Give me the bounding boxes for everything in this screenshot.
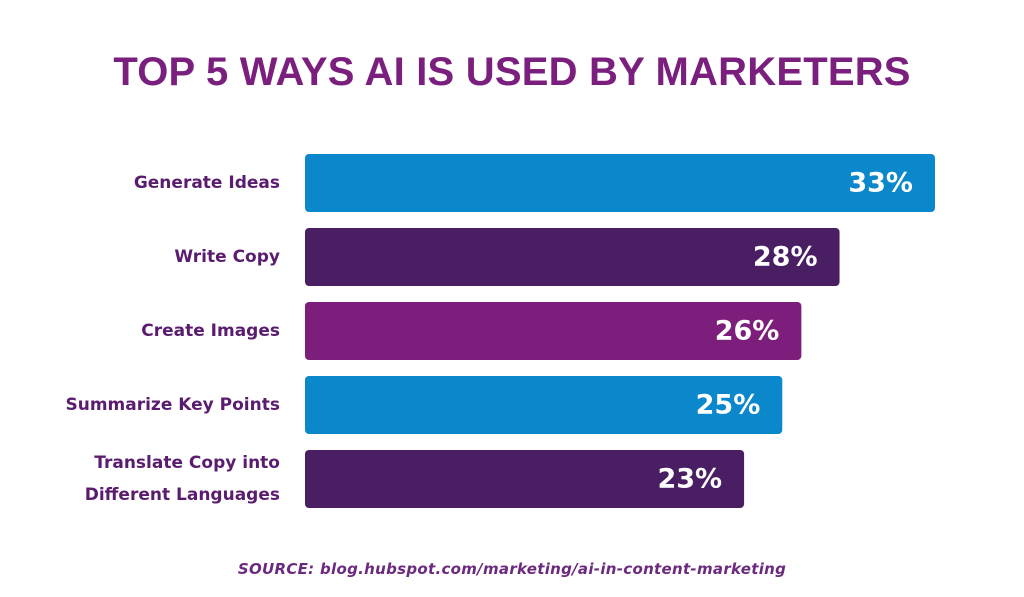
- source-text: SOURCE: blog.hubspot.com/marketing/ai-in…: [237, 560, 787, 578]
- category-label: Generate Ideas: [134, 173, 280, 193]
- category-label: Translate Copy into: [94, 453, 280, 473]
- category-label: Create Images: [141, 321, 280, 341]
- category-label: Summarize Key Points: [65, 395, 280, 415]
- bar-value-label: 26%: [715, 316, 780, 347]
- category-label: Write Copy: [174, 247, 280, 267]
- bar-value-label: 33%: [848, 168, 913, 199]
- bar: [305, 450, 745, 508]
- bar-value-label: 28%: [753, 242, 818, 273]
- bar: [305, 302, 802, 360]
- category-label: Different Languages: [85, 485, 280, 505]
- chart-title: TOP 5 WAYS AI IS USED BY MARKETERS: [113, 50, 911, 94]
- bar-value-label: 23%: [657, 464, 722, 495]
- bar-value-label: 25%: [696, 390, 761, 421]
- bar: [305, 228, 840, 286]
- bar: [305, 154, 935, 212]
- bar: [305, 376, 783, 434]
